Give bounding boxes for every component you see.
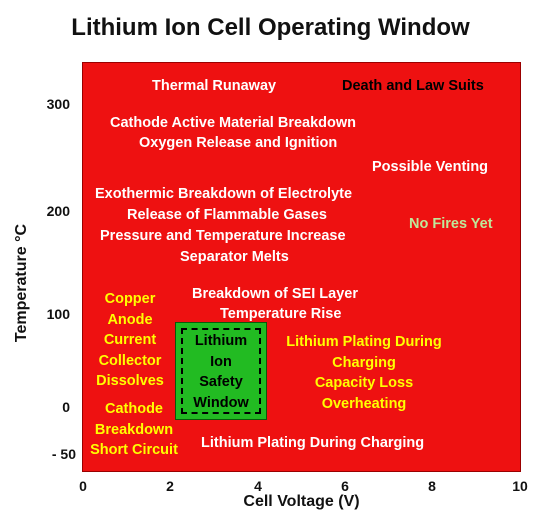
copper-dissolves-label: Copper Anode Current Collector Dissolves (96, 291, 164, 389)
x-tick-4: 4 (254, 478, 262, 494)
x-tick-0: 0 (79, 478, 87, 494)
diagram-title: Lithium Ion Cell Operating Window (71, 14, 470, 41)
cathode-short-circuit-label: Cathode Breakdown Short Circuit (90, 401, 178, 458)
no-fires-yet-label: No Fires Yet (409, 216, 493, 232)
x-tick-8: 8 (428, 478, 436, 494)
cathode-breakdown-label: Cathode Active Material Breakdown (110, 115, 357, 131)
temperature-rise-label: Temperature Rise (220, 306, 342, 322)
sei-breakdown-label: Breakdown of SEI Layer (192, 286, 358, 302)
y-axis-label: Temperature °C (13, 223, 30, 343)
electrolyte-breakdown-label: Exothermic Breakdown of Electrolyte (95, 186, 353, 202)
oxygen-release-label: Oxygen Release and Ignition (139, 135, 338, 151)
y-tick-200: 200 (46, 203, 70, 219)
x-tick-6: 6 (341, 478, 349, 494)
x-axis-label: Cell Voltage (V) (243, 493, 360, 510)
y-tick-300: 300 (46, 96, 70, 112)
thermal-runaway-label: Thermal Runaway (152, 78, 277, 94)
y-tick-100: 100 (46, 306, 70, 322)
pressure-temperature-label: Pressure and Temperature Increase (100, 228, 346, 244)
x-tick-10: 10 (512, 478, 528, 494)
x-tick-2: 2 (166, 478, 174, 494)
safety-window-dashed-border (181, 328, 261, 414)
operating-window-plot: Thermal Runaway Death and Law Suits Cath… (82, 62, 521, 472)
y-tick-minus-50: - 50 (51, 446, 76, 462)
safety-window-box: Lithium Ion Safety Window (175, 322, 267, 420)
flammable-gases-label: Release of Flammable Gases (127, 207, 327, 223)
y-tick-0: 0 (62, 399, 70, 415)
lithium-plating-charging-label: Lithium Plating During Charging (201, 435, 425, 451)
death-law-suits-label: Death and Law Suits (342, 78, 484, 94)
safety-window-label: Lithium Ion Safety Window (193, 333, 249, 411)
possible-venting-label: Possible Venting (372, 159, 489, 175)
lithium-plating-label: Lithium Plating During Charging Capacity… (286, 334, 442, 412)
separator-melts-label: Separator Melts (180, 249, 289, 265)
